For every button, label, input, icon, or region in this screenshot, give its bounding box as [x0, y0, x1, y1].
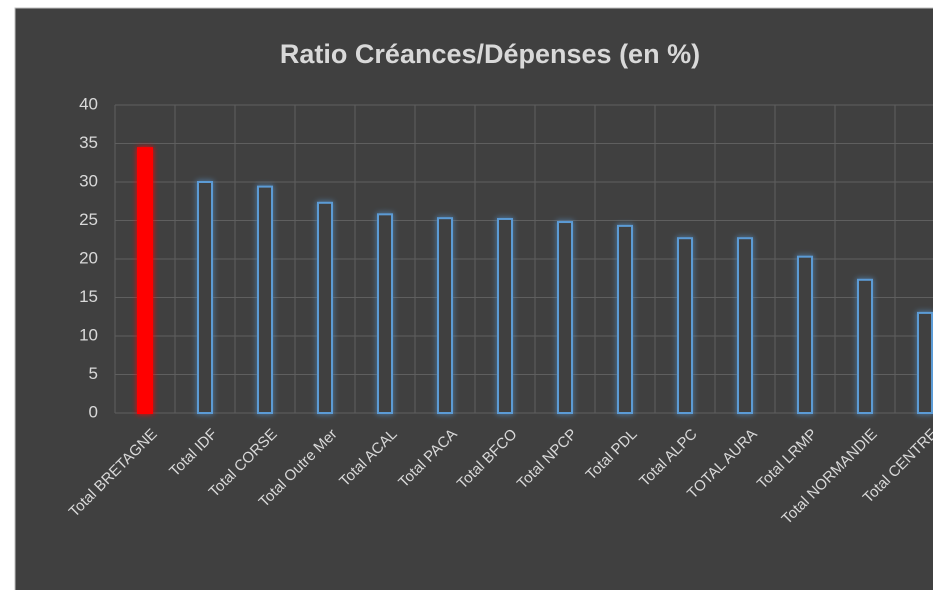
y-tick-label: 5	[89, 364, 98, 383]
y-tick-label: 35	[79, 133, 98, 152]
y-tick-label: 40	[79, 94, 98, 113]
y-tick-label: 30	[79, 171, 98, 190]
y-tick-label: 25	[79, 210, 98, 229]
y-tick-label: 15	[79, 287, 98, 306]
y-tick-label: 20	[79, 248, 98, 267]
y-tick-label: 0	[89, 402, 98, 421]
bar	[797, 255, 813, 414]
bar	[137, 147, 153, 414]
bar	[677, 237, 693, 414]
bar	[437, 217, 453, 414]
bar	[317, 201, 333, 414]
bar	[377, 213, 393, 414]
chart-title: Ratio Créances/Dépenses (en %)	[280, 39, 700, 69]
bar	[557, 221, 573, 414]
bar	[257, 185, 273, 414]
bar	[617, 224, 633, 414]
bar	[917, 311, 933, 414]
bar	[737, 237, 753, 414]
bar	[857, 278, 873, 415]
bar	[497, 217, 513, 414]
y-tick-label: 10	[79, 325, 98, 344]
bar	[197, 181, 213, 414]
